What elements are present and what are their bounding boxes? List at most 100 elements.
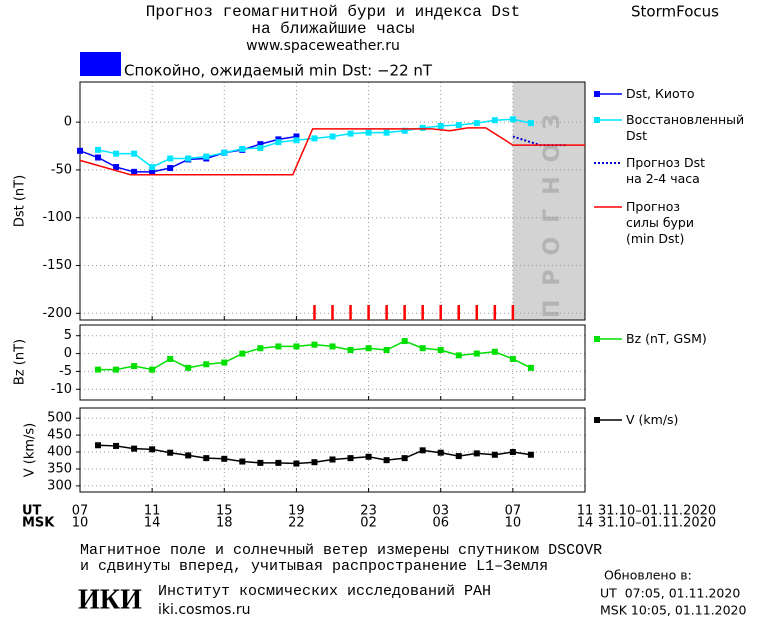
point	[509, 116, 516, 123]
point	[491, 451, 498, 458]
x-tick-label-msk: 18	[216, 516, 233, 531]
point	[167, 355, 174, 362]
point	[131, 168, 138, 175]
x-tick-label-msk: 22	[288, 516, 305, 531]
point	[329, 133, 336, 140]
series-line	[97, 118, 532, 168]
point	[185, 452, 192, 459]
x-tick-label-msk: 14	[577, 516, 594, 531]
logo: ИКИ	[78, 584, 142, 615]
y-tick-label: 450	[47, 428, 72, 443]
point	[329, 456, 336, 463]
point	[365, 453, 372, 460]
point	[383, 457, 390, 464]
point	[257, 345, 264, 352]
point	[113, 366, 120, 373]
point	[311, 459, 318, 466]
point	[221, 149, 228, 156]
point	[329, 343, 336, 350]
point	[239, 458, 246, 465]
point	[221, 455, 228, 462]
point	[131, 445, 138, 452]
point	[167, 449, 174, 456]
point	[455, 453, 462, 460]
x-tick-label: 11	[144, 504, 161, 519]
point	[149, 164, 156, 171]
legend-entry: Прогноз Dst на 2-4 часа	[626, 155, 706, 186]
legend-entry: V (km/s)	[626, 412, 679, 427]
x-tick-label-msk: 10	[72, 516, 89, 531]
forecast-label: ПРОГНОЗ	[540, 100, 565, 318]
point	[527, 364, 534, 371]
legend-entry: Прогноз силы бури (min Dst)	[626, 199, 694, 246]
point	[527, 451, 534, 458]
y-tick-label: -150	[42, 258, 72, 273]
y-tick-label: -50	[51, 162, 72, 177]
point	[509, 355, 516, 362]
point	[419, 124, 426, 131]
point	[311, 135, 318, 142]
x-tick-label-msk: 14	[144, 516, 161, 531]
plot-frame	[79, 407, 586, 493]
point	[113, 164, 120, 171]
note: и сдвинуты вперед, учитывая распростране…	[80, 558, 548, 575]
point	[239, 350, 246, 357]
series-line	[79, 135, 297, 173]
x-tick-label: 19	[288, 504, 305, 519]
legend-marker	[594, 117, 600, 123]
y-tick-label: 350	[47, 461, 72, 476]
point	[113, 442, 120, 449]
point	[95, 442, 102, 449]
point	[437, 122, 444, 129]
institute: Институт космических исследований РАН	[158, 583, 491, 600]
legend-marker	[594, 91, 600, 97]
x-tick-label-msk: 10	[505, 516, 522, 531]
y-tick-label: 0	[64, 115, 72, 130]
point	[149, 168, 156, 175]
point	[149, 446, 156, 453]
x-tick-label: 11	[577, 504, 594, 519]
point	[473, 450, 480, 457]
institute-url: iki.cosmos.ru	[158, 602, 250, 618]
x-tick-label-msk: 06	[432, 516, 449, 531]
point	[95, 154, 102, 161]
y-tick-label: -200	[42, 306, 72, 321]
point	[275, 139, 282, 146]
point	[365, 129, 372, 136]
point	[149, 366, 156, 373]
point	[131, 150, 138, 157]
point	[113, 150, 120, 157]
y-axis-label: Bz (nT)	[13, 339, 28, 385]
point	[257, 144, 264, 151]
point	[257, 459, 264, 466]
point	[347, 347, 354, 353]
point	[491, 348, 498, 355]
updated-label: Обновлено в:	[604, 568, 692, 583]
title: Прогноз геомагнитной бури и индекса Dst	[146, 3, 520, 21]
legend-marker	[594, 336, 600, 342]
x-tick-label: 07	[505, 504, 522, 519]
x-row-name: UT	[22, 504, 42, 519]
point	[491, 117, 498, 124]
y-axis-label: V (km/s)	[23, 423, 38, 478]
point	[365, 345, 372, 352]
point	[473, 350, 480, 357]
y-tick-label: -10	[51, 382, 72, 397]
updated-msk: MSK 10:05, 01.11.2020	[600, 603, 746, 618]
plot-frame	[79, 324, 586, 401]
point	[131, 363, 138, 370]
point	[185, 155, 192, 162]
y-tick-label: -5	[59, 364, 72, 379]
status-text: Спокойно, ожидаемый min Dst: −22 nT	[124, 62, 433, 80]
point	[95, 146, 102, 153]
point	[293, 133, 300, 140]
x-tick-label: 07	[72, 504, 89, 519]
point	[203, 153, 210, 160]
point	[77, 147, 83, 154]
point	[455, 352, 462, 359]
brand: StormFocus	[631, 3, 719, 21]
point	[95, 366, 102, 373]
plot-frame	[79, 81, 586, 321]
